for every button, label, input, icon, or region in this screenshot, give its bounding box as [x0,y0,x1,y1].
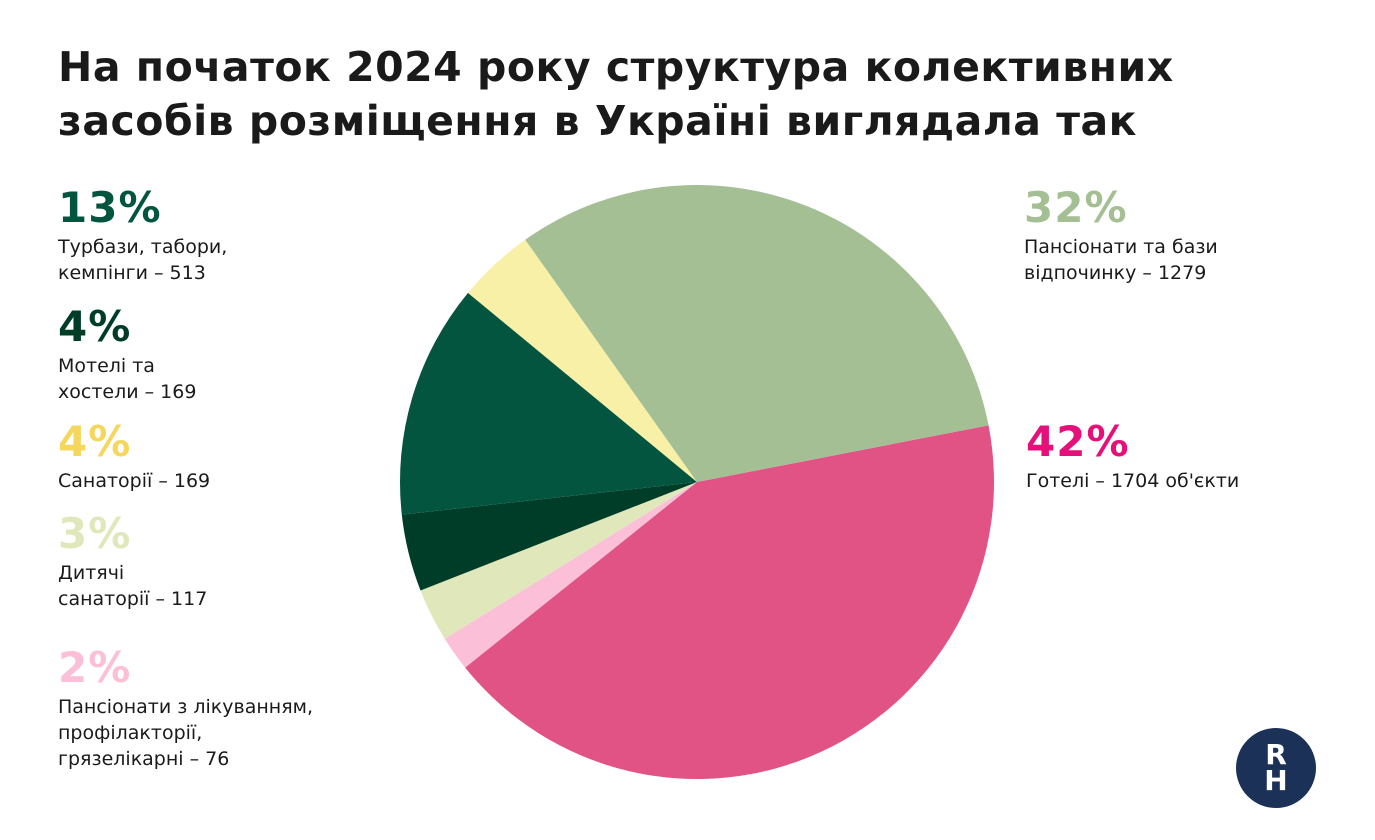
pensions-desc-line-2: відпочинку – 1279 [1024,262,1207,284]
title-line-2: засобів розміщення в Україні виглядала т… [58,97,1137,145]
logo-letter-top: R [1265,738,1287,771]
treatment-description: Пансіонати з лікуванням, профілакторії, … [58,694,313,772]
sanatoria-desc-line-1: Санаторії – 169 [58,470,211,492]
label-hotels: 42% Готелі – 1704 об'єкти [1026,420,1239,494]
pie-slice-3 [401,482,697,591]
brand-logo: R H [1236,728,1316,808]
hotels-percent: 42% [1026,417,1130,466]
kids-description: Дитячі санаторії – 117 [58,560,207,612]
turbazy-desc-line-2: кемпінги – 513 [58,262,206,284]
label-treatment: 2% Пансіонати з лікуванням, профілакторі… [58,646,313,772]
label-sanatoria: 4% Санаторії – 169 [58,420,210,494]
pensions-percent: 32% [1024,183,1128,232]
chart-title: На початок 2024 року структура колективн… [58,40,1318,148]
treatment-percent: 2% [58,643,132,692]
label-kids: 3% Дитячі санаторії – 117 [58,512,207,612]
sanatoria-percent: 4% [58,417,132,466]
motels-desc-line-1: Мотелі та [58,355,155,377]
label-motels: 4% Мотелі та хостели – 169 [58,305,196,405]
hotels-description: Готелі – 1704 об'єкти [1026,468,1239,494]
motels-description: Мотелі та хостели – 169 [58,353,196,405]
pie-slice-2 [420,482,697,639]
treatment-desc-line-1: Пансіонати з лікуванням, [58,696,313,718]
label-turbazy: 13% Турбази, табори, кемпінги – 513 [58,186,227,286]
turbazy-percent: 13% [58,183,162,232]
turbazy-desc-line-1: Турбази, табори, [58,236,228,258]
pensions-description: Пансіонати та бази відпочинку – 1279 [1024,234,1218,286]
kids-desc-line-2: санаторії – 117 [58,588,208,610]
pie-slice-0 [465,425,994,779]
motels-percent: 4% [58,302,132,351]
hotels-desc-line-1: Готелі – 1704 об'єкти [1026,470,1240,492]
pie-slice-1 [444,482,697,668]
treatment-desc-line-3: грязелікарні – 76 [58,748,230,770]
kids-percent: 3% [58,509,132,558]
pie-slice-5 [468,239,697,482]
label-pensions: 32% Пансіонати та бази відпочинку – 1279 [1024,186,1218,286]
pie-slice-6 [525,184,989,482]
title-line-1: На початок 2024 року структура колективн… [58,43,1174,91]
pie-slice-4 [400,292,697,515]
turbazy-description: Турбази, табори, кемпінги – 513 [58,234,227,286]
motels-desc-line-2: хостели – 169 [58,381,197,403]
kids-desc-line-1: Дитячі [58,562,125,584]
pensions-desc-line-1: Пансіонати та бази [1024,236,1218,258]
sanatoria-description: Санаторії – 169 [58,468,210,494]
treatment-desc-line-2: профілакторії, [58,722,203,744]
logo-letter-bottom: H [1264,764,1288,797]
